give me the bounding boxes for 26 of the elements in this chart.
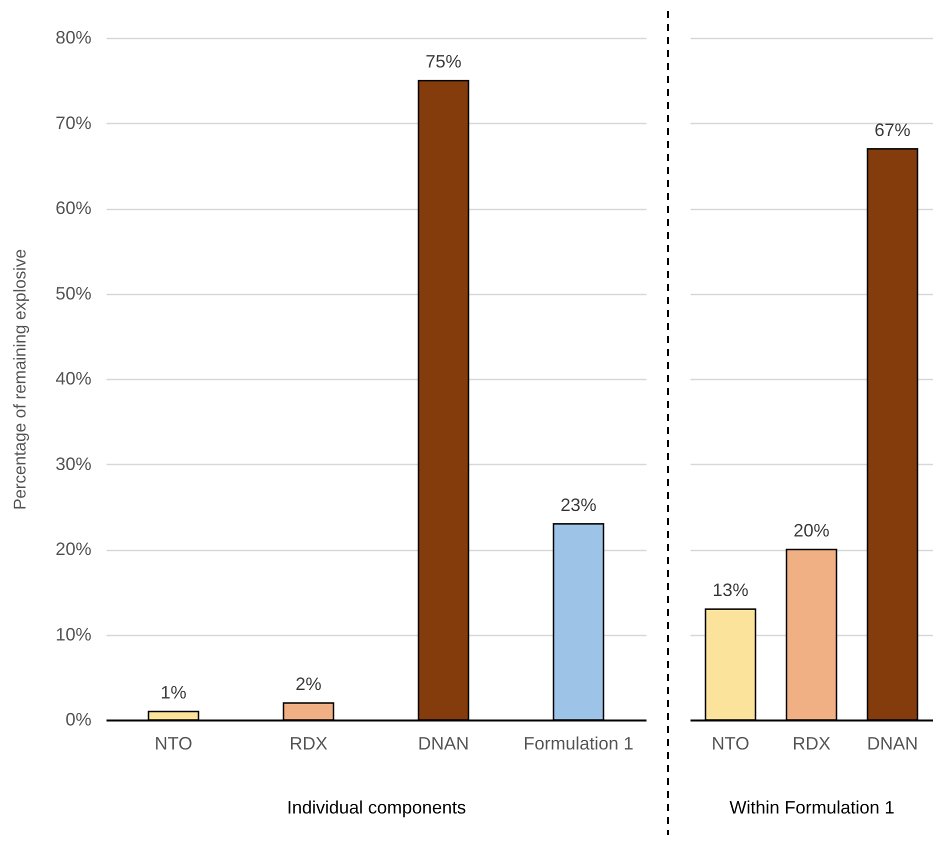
y-axis-title: Percentage of remaining explosive [10, 249, 30, 510]
data-label: 20% [793, 520, 830, 540]
data-label: 2% [295, 674, 322, 694]
y-tick-label: 20% [55, 539, 92, 559]
data-label: 67% [874, 120, 911, 140]
y-tick-label: 30% [55, 454, 92, 474]
x-axis-title: Within Formulation 1 [729, 798, 895, 818]
data-label: 13% [712, 580, 749, 600]
x-tick-label: RDX [289, 734, 328, 754]
x-tick-label: Formulation 1 [523, 734, 634, 754]
y-tick-label: 50% [55, 283, 92, 304]
x-tick-label: DNAN [866, 734, 918, 754]
data-label: 75% [425, 52, 462, 72]
y-tick-label: 70% [55, 112, 92, 133]
y-tick-label: 60% [55, 198, 92, 218]
x-tick-label: DNAN [418, 734, 470, 754]
y-tick-label: 80% [55, 28, 92, 48]
x-tick-label: NTO [712, 734, 750, 754]
x-tick-label: NTO [154, 734, 192, 754]
x-tick-label: RDX [792, 734, 831, 754]
y-tick-label: 0% [65, 710, 92, 730]
y-tick-label: 40% [55, 368, 92, 388]
data-label: 23% [560, 494, 597, 515]
data-label: 1% [160, 682, 187, 702]
x-axis-title: Individual components [286, 798, 466, 818]
y-tick-label: 10% [55, 624, 92, 644]
